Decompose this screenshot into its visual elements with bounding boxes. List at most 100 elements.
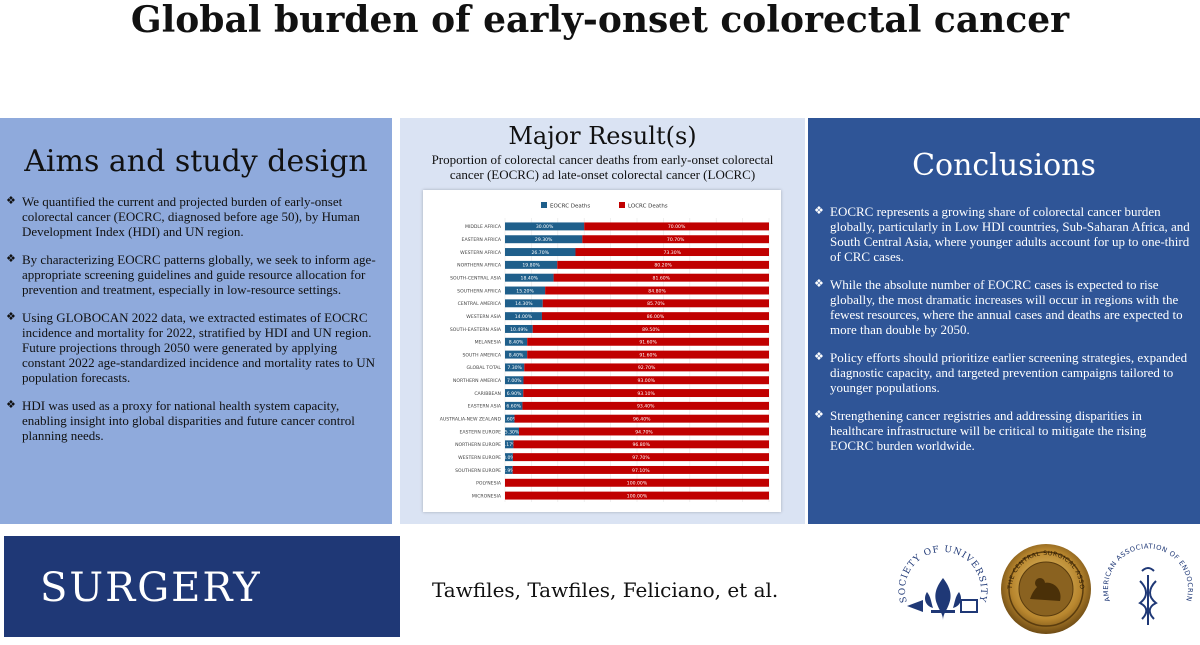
eocrc-bar <box>505 260 558 269</box>
locrc-bar <box>527 350 769 359</box>
diamond-bullet-icon: ❖ <box>814 409 824 421</box>
bar-value-label: 84.80% <box>648 288 666 294</box>
category-label: EASTERN ASIA <box>468 404 502 410</box>
category-label: WESTERN AFRICA <box>460 250 502 256</box>
aims-bullet-text: HDI was used as a proxy for national hea… <box>22 398 355 443</box>
results-panel: Major Result(s) Proportion of colorectal… <box>400 118 805 524</box>
bar-value-label: 26.70% <box>531 250 549 256</box>
bar-value-label: 94.70% <box>635 429 653 435</box>
category-label: WESTERN ASIA <box>466 314 502 320</box>
locrc-bar <box>545 286 769 295</box>
bar-value-label: 96.80% <box>632 442 650 448</box>
bar-value-label: 30.00% <box>536 224 554 230</box>
bar-value-label: 86.00% <box>647 314 665 320</box>
bar-value-label: 7.30% <box>507 365 522 371</box>
eocrc-bar <box>505 414 515 423</box>
society-of-university-surgeons-seal: SOCIETY OF UNIVERSITY SURGEONS <box>893 540 987 620</box>
aims-bullet: ❖ We quantified the current and projected… <box>6 194 382 239</box>
diamond-bullet-icon: ❖ <box>814 351 824 363</box>
bar-value-label: 3.60% <box>502 416 517 422</box>
locrc-bar <box>524 363 769 372</box>
bar-value-label: 85.70% <box>647 301 665 307</box>
bar-value-label: 8.40% <box>509 352 524 358</box>
category-label: CARIBBEAN <box>474 391 501 397</box>
locrc-bar <box>527 337 769 346</box>
eocrc-bar <box>505 337 528 346</box>
locrc-bar <box>505 478 769 487</box>
bar-value-label: 6.90% <box>507 391 522 397</box>
poster-title: Global burden of early-onset colorectal … <box>130 0 1070 41</box>
diamond-bullet-icon: ❖ <box>814 205 824 217</box>
bar-value-label: 93.10% <box>637 391 655 397</box>
eocrc-bar <box>505 401 523 410</box>
eocrc-bar <box>505 235 583 244</box>
locrc-bar <box>582 235 769 244</box>
aims-bullet-text: By characterizing EOCRC patterns globall… <box>22 252 376 297</box>
bar-value-label: 14.00% <box>515 314 533 320</box>
eocrc-bar <box>505 248 576 257</box>
category-label: NORTHERN AFRICA <box>457 263 502 269</box>
eocrc-bar <box>505 465 513 474</box>
eocrc-bar <box>505 286 546 295</box>
eocrc-bar <box>505 312 542 321</box>
bar-value-label: 6.60% <box>506 404 521 410</box>
authors: Tawfiles, Tawfiles, Feliciano, et al. <box>432 578 779 602</box>
aims-bullet: ❖ By characterizing EOCRC patterns global… <box>6 252 382 297</box>
category-label: SOUTHERN EUROPE <box>455 468 501 474</box>
diamond-bullet-icon: ❖ <box>814 278 824 290</box>
locrc-bar <box>512 453 769 462</box>
locrc-bar <box>505 491 769 500</box>
conclusions-bullet-text: While the absolute number of EOCRC cases… <box>830 277 1183 337</box>
locrc-bar <box>514 414 769 423</box>
bar-value-label: 81.60% <box>653 275 671 281</box>
conclusions-bullet-text: EOCRC represents a growing share of colo… <box>830 204 1190 264</box>
locrc-bar <box>557 260 769 269</box>
conclusions-bullet-list: ❖ EOCRC represents a growing share of col… <box>808 204 1200 453</box>
locrc-bar <box>584 222 769 231</box>
aims-bullet-text: We quantified the current and projected … <box>22 194 360 239</box>
bar-value-label: 89.50% <box>642 327 660 333</box>
bar-value-label: 80.20% <box>654 263 672 269</box>
category-label: GLOBAL TOTAL <box>467 365 502 371</box>
locrc-bar <box>522 401 769 410</box>
category-label: SOUTH-EASTERN ASIA <box>450 327 502 333</box>
aims-bullet-text: Using GLOBOCAN 2022 data, we extracted e… <box>22 310 376 385</box>
eocrc-bar <box>505 427 519 436</box>
eocrc-bar <box>505 350 528 359</box>
conclusions-heading: Conclusions <box>912 148 1096 183</box>
aims-bullet: ❖ Using GLOBOCAN 2022 data, we extracted … <box>6 310 382 385</box>
results-heading: Major Result(s) <box>508 122 697 150</box>
bar-value-label: 70.70% <box>667 237 685 243</box>
category-label: SOUTHERN AFRICA <box>457 288 502 294</box>
bar-value-label: 97.10% <box>632 468 650 474</box>
aims-bullet: ❖ HDI was used as a proxy for national he… <box>6 398 382 443</box>
bar-value-label: 3.0% <box>503 455 515 461</box>
diamond-bullet-icon: ❖ <box>6 195 16 207</box>
aims-panel: Aims and study design ❖ We quantified the… <box>0 118 392 524</box>
bar-value-label: 8.40% <box>509 340 524 346</box>
category-label: MIDDLE AFRICA <box>465 224 502 230</box>
eocrc-bar <box>505 324 533 333</box>
bar-value-label: 91.60% <box>639 340 657 346</box>
category-label: MELANESIA <box>475 340 502 346</box>
bar-value-label: 5.30% <box>505 429 520 435</box>
bar-value-label: 70.00% <box>668 224 686 230</box>
eocrc-bar <box>505 273 554 282</box>
legend-swatch <box>541 202 547 208</box>
locrc-bar <box>518 427 769 436</box>
chart-caption: Proportion of colorectal cancer deaths f… <box>431 152 774 182</box>
conclusions-bullet-text: Strengthening cancer registries and addr… <box>830 408 1147 453</box>
bar-value-label: 19.80% <box>522 263 540 269</box>
category-label: SOUTH AMERICA <box>462 352 501 358</box>
bar-value-label: 15.20% <box>516 288 534 294</box>
locrc-bar <box>513 440 769 449</box>
eocrc-bar <box>505 376 524 385</box>
locrc-bar <box>575 248 769 257</box>
bar-value-label: 97.70% <box>632 455 650 461</box>
bar-value-label: 18.40% <box>521 275 539 281</box>
eocrc-bar <box>505 389 524 398</box>
locrc-bar <box>532 324 769 333</box>
locrc-bar <box>523 376 769 385</box>
bar-value-label: 10.49% <box>510 327 528 333</box>
conclusions-panel: Conclusions ❖ EOCRC represents a growing … <box>808 118 1200 524</box>
